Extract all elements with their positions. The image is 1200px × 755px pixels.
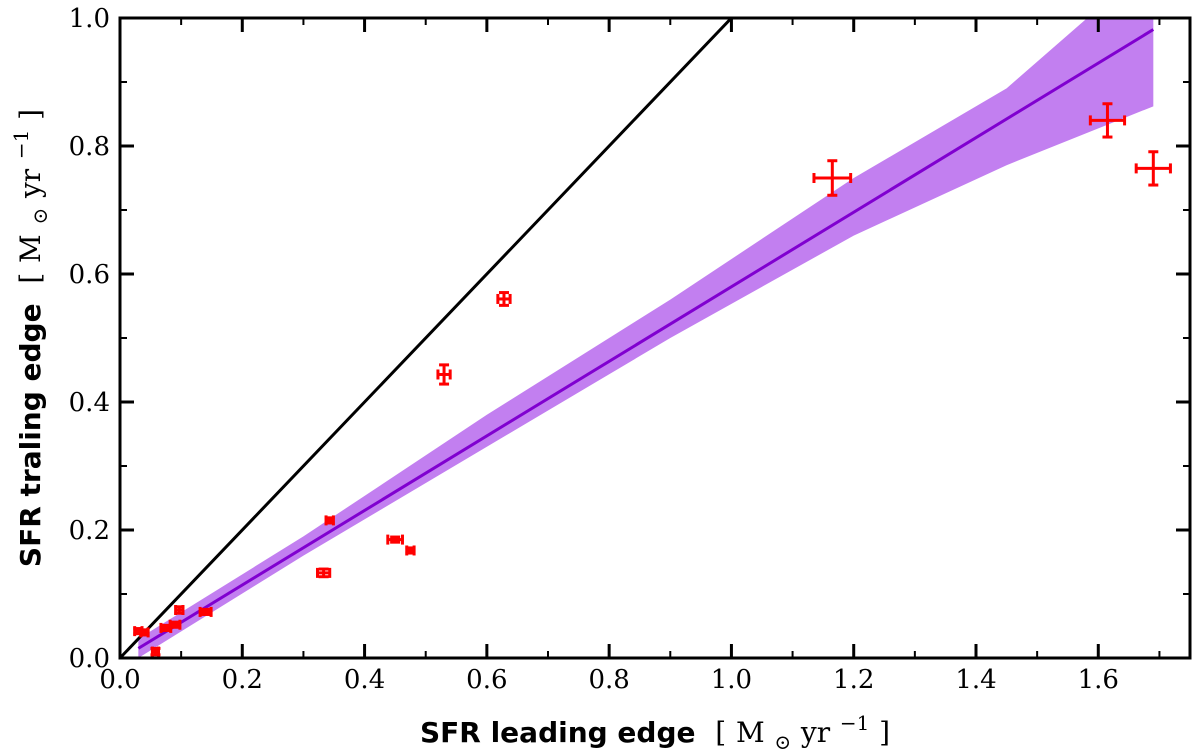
x-tick-label: 1.6: [1078, 665, 1119, 695]
data-point: [150, 646, 161, 657]
data-point-layer: [133, 102, 1172, 657]
line-layer: [120, 18, 1155, 658]
y-tick-label: 0.2: [69, 516, 110, 546]
data-point: [386, 534, 404, 545]
data-point: [174, 605, 185, 615]
x-axis-unit-exponent: −1: [840, 711, 869, 735]
y-axis-unit-year: yr: [14, 168, 47, 199]
x-axis-unit-year: yr: [800, 716, 831, 749]
y-axis-unit-open: [: [14, 273, 47, 284]
y-tick-label: 0.8: [69, 132, 110, 162]
axes-layer: 0.0 0.2 0.4 0.6 0.8 1.0 1.2 1.4 1.6 0.0 0.2 0.4 0.6 0…: [69, 4, 1192, 695]
y-tick-label: 0.0: [69, 644, 110, 674]
x-axis-label: SFR leading edge [ M ⊙ yr −1 ]: [420, 704, 890, 750]
x-axis-unit-sun: ⊙: [774, 730, 791, 750]
y-axis-unit-mass: M: [14, 234, 47, 263]
one-to-one-line: [120, 18, 733, 658]
fit-band-layer: [138, 18, 1154, 658]
y-axis-unit-exponent: −1: [9, 130, 33, 159]
x-tick-label: 1.0: [711, 665, 752, 695]
data-point: [315, 567, 332, 579]
x-tick-label: 1.2: [833, 665, 874, 695]
y-axis-label: SFR traling edge [ M ⊙ yr −1 ]: [2, 109, 54, 567]
x-axis-label-main: SFR leading edge: [420, 716, 696, 749]
x-axis-unit-close: ]: [879, 716, 890, 749]
fit-line: [137, 28, 1155, 650]
x-tick-label: 0.8: [588, 665, 629, 695]
data-point: [436, 363, 452, 386]
data-point: [405, 545, 416, 556]
y-tick-label: 1.0: [69, 4, 110, 34]
data-point: [1134, 150, 1172, 187]
x-axis-unit-mass: M: [736, 716, 765, 749]
fit-confidence-band: [138, 18, 1154, 658]
x-tick-label: 0.2: [222, 665, 263, 695]
x-tick-label: 0.0: [99, 665, 140, 695]
y-axis-unit-sun: ⊙: [28, 208, 52, 225]
data-point: [139, 627, 150, 638]
data-point: [168, 619, 182, 630]
x-axis-unit-open: [: [715, 716, 726, 749]
data-point: [812, 159, 853, 197]
data-point: [496, 291, 512, 307]
y-axis-unit-close: ]: [14, 109, 47, 120]
x-tick-label: 0.4: [344, 665, 385, 695]
y-tick-label: 0.4: [69, 388, 110, 418]
x-tick-label: 0.6: [466, 665, 507, 695]
data-point: [324, 515, 335, 526]
y-axis-label-main: SFR traling edge: [14, 303, 47, 567]
y-tick-label: 0.6: [69, 260, 110, 290]
data-point: [198, 606, 213, 617]
x-tick-label: 1.4: [955, 665, 996, 695]
data-point: [1088, 102, 1127, 139]
